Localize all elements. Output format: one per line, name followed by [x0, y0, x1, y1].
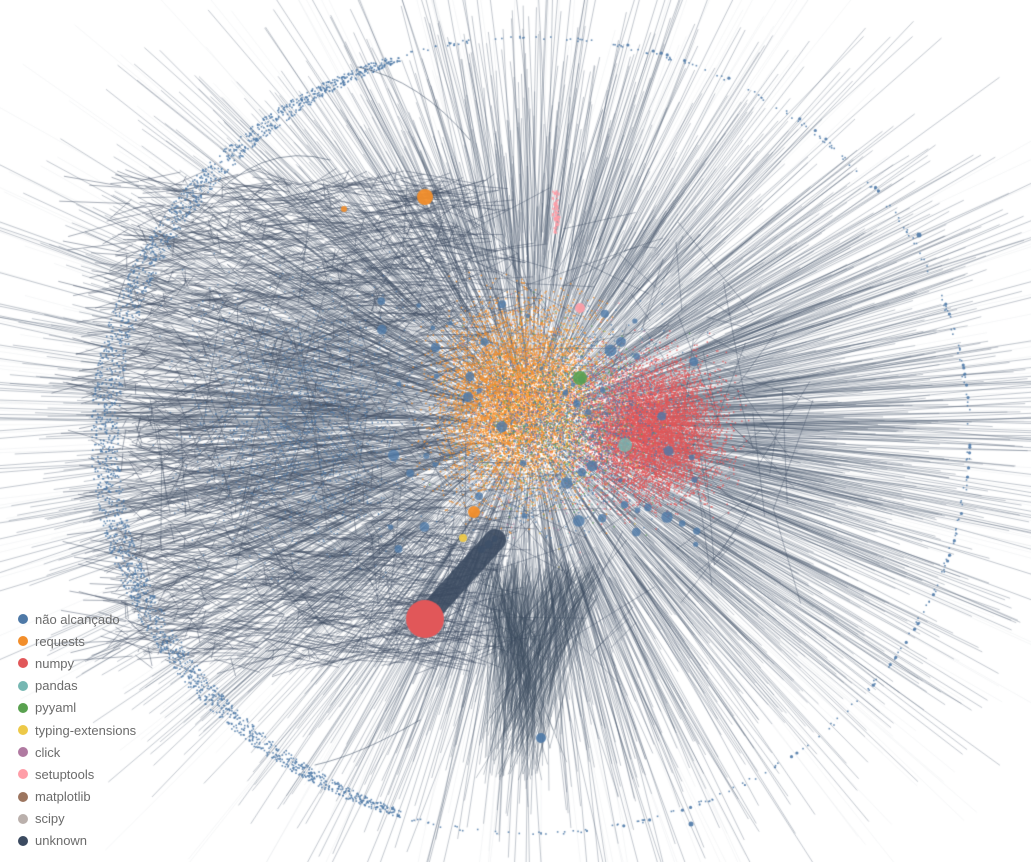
legend-label: requests [35, 633, 85, 649]
legend-item-setuptools[interactable]: setuptools [18, 763, 136, 785]
legend-swatch-icon [18, 680, 28, 691]
legend-swatch-icon [18, 835, 28, 846]
legend-item-unknown[interactable]: unknown [18, 830, 136, 852]
legend-label: não alcançado [35, 611, 120, 627]
legend-item-scipy[interactable]: scipy [18, 808, 136, 830]
legend-item-click[interactable]: click [18, 741, 136, 763]
legend-item-nao-alcancado[interactable]: não alcançado [18, 608, 136, 630]
legend-label: numpy [35, 655, 75, 671]
legend-swatch-icon [18, 747, 28, 758]
legend-item-numpy[interactable]: numpy [18, 652, 136, 674]
legend-item-typing-extensions[interactable]: typing-extensions [18, 719, 136, 741]
legend-swatch-icon [18, 725, 28, 736]
legend-swatch-icon [18, 702, 28, 713]
legend-swatch-icon [18, 658, 28, 669]
legend-label: pyyaml [35, 700, 77, 716]
legend-label: typing-extensions [35, 722, 137, 738]
legend-label: setuptools [35, 766, 95, 782]
legend-swatch-icon [18, 636, 28, 647]
legend-swatch-icon [18, 614, 28, 625]
legend-item-requests[interactable]: requests [18, 630, 136, 652]
legend-label: matplotlib [35, 789, 91, 805]
legend-item-pandas[interactable]: pandas [18, 675, 136, 697]
legend: não alcançado requests numpy pandas pyya… [18, 608, 136, 852]
legend-label: scipy [35, 811, 65, 827]
legend-swatch-icon [18, 791, 28, 802]
legend-label: click [35, 744, 61, 760]
legend-swatch-icon [18, 813, 28, 824]
legend-swatch-icon [18, 769, 28, 780]
legend-label: pandas [35, 678, 78, 694]
legend-item-matplotlib[interactable]: matplotlib [18, 786, 136, 808]
legend-label: unknown [35, 833, 88, 849]
legend-item-pyyaml[interactable]: pyyaml [18, 697, 136, 719]
